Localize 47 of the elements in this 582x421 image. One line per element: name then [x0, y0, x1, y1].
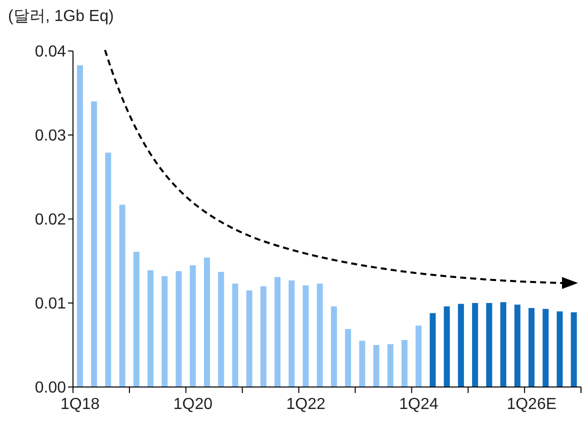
bar: [133, 252, 140, 387]
bar: [246, 290, 252, 387]
y-axis-title: (달러, 1Gb Eq): [8, 7, 114, 27]
bar: [458, 304, 464, 387]
bar: [260, 286, 266, 387]
bar: [486, 303, 492, 387]
bar: [76, 65, 83, 387]
bar: [119, 204, 126, 387]
bar: [359, 340, 366, 387]
bar: [302, 285, 309, 387]
bar: [330, 306, 337, 387]
y-tick-label: 0.01: [34, 296, 66, 313]
bar: [373, 345, 380, 387]
x-tick-label: 1Q18: [60, 396, 100, 413]
bar: [190, 265, 196, 387]
bar: [416, 326, 422, 387]
x-tick-label: 1Q26E: [506, 396, 557, 413]
bar: [387, 344, 394, 387]
bar: [288, 280, 295, 387]
x-tick-label: 1Q20: [173, 396, 213, 413]
bar: [542, 308, 549, 387]
bar: [105, 152, 112, 387]
bar: [556, 311, 563, 387]
bar: [402, 340, 408, 387]
bar: [148, 270, 154, 387]
y-tick-label: 0.00: [34, 380, 66, 397]
bar: [274, 276, 281, 387]
x-tick-label: 1Q22: [286, 396, 326, 413]
bar: [500, 302, 506, 387]
bar: [176, 271, 182, 387]
x-tick-label: 1Q24: [399, 396, 438, 413]
bar: [514, 304, 520, 387]
bar: [444, 306, 450, 387]
bar: [345, 329, 352, 387]
y-tick-label: 0.03: [34, 128, 66, 145]
bar: [232, 284, 238, 387]
bar: [472, 303, 478, 387]
y-tick-label: 0.02: [34, 212, 66, 229]
bar: [316, 284, 323, 387]
bar: [91, 101, 98, 387]
y-tick-label: 0.04: [34, 44, 66, 61]
bar: [528, 308, 535, 387]
bar: [218, 272, 224, 387]
bar: [570, 312, 577, 387]
bar: [162, 276, 168, 387]
bar: [430, 313, 436, 387]
bar: [204, 258, 210, 387]
